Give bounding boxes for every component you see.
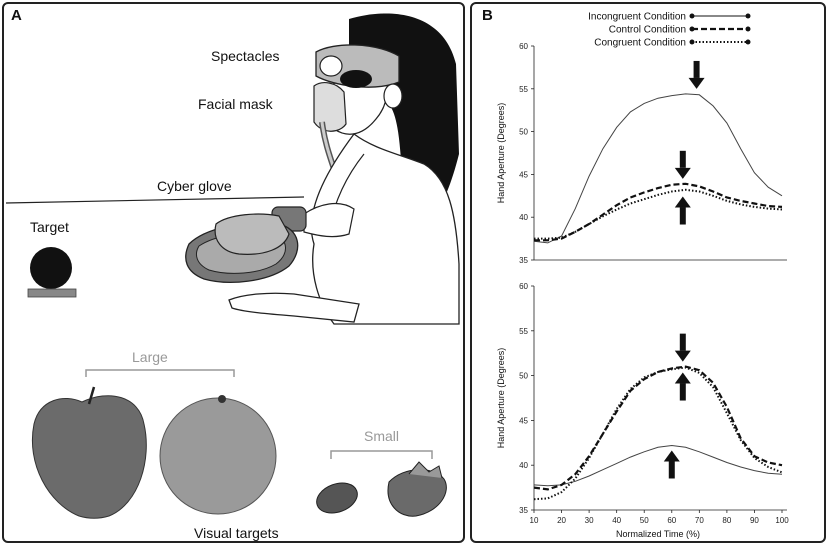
series-line-solid (533, 444, 783, 487)
y-tick-label: 55 (519, 85, 528, 94)
y-tick-label: 40 (519, 461, 528, 470)
series-line-solid (533, 93, 783, 244)
arrow-up-head (674, 372, 691, 384)
strawberry-leaves (408, 461, 443, 479)
target-ball (30, 247, 72, 289)
x-tick-label: 100 (775, 516, 789, 525)
arrow-up-shaft (679, 207, 686, 225)
cyber-glove-label: Cyber glove (157, 178, 232, 194)
panel-b-label: B (482, 7, 493, 24)
visual-targets-label: Visual targets (194, 525, 279, 541)
x-tick-label: 30 (585, 516, 594, 525)
y-tick-label: 60 (519, 42, 528, 51)
y-axis-label: Hand Aperture (Degrees) (496, 103, 506, 204)
arrow-down-head (674, 350, 691, 362)
legend-marker (745, 13, 751, 19)
small-bracket (330, 450, 433, 459)
series-line-dashed (534, 182, 783, 242)
arrow-up-head (663, 450, 680, 462)
y-tick-label: 40 (519, 213, 528, 222)
ear-shape (383, 83, 403, 109)
y-tick-label: 50 (519, 372, 528, 381)
y-tick-label: 55 (519, 327, 528, 336)
x-tick-label: 20 (557, 516, 566, 525)
aperture-chart-svg: 35 40 45 50 55 60 Hand Aperture (Degrees) Incon… (496, 12, 789, 540)
large-bracket (85, 369, 235, 377)
legend-label: Incongruent Condition (588, 12, 686, 23)
arrow-down-shaft (693, 60, 700, 78)
y-tick-label: 35 (519, 256, 528, 265)
legend-marker (689, 39, 695, 45)
arrow-up-shaft (668, 461, 675, 479)
gloved-hand (214, 213, 290, 255)
spectacles-lens (319, 55, 343, 77)
arrow-down-head (674, 167, 691, 179)
arrow-down-shaft (679, 333, 686, 351)
legend-marker (745, 26, 751, 32)
legend-label: Congruent Condition (594, 38, 686, 49)
almond-image (316, 482, 358, 514)
x-tick-label: 70 (695, 516, 704, 525)
large-label: Large (132, 349, 168, 365)
x-tick-label: 90 (750, 516, 759, 525)
facial-mask-label: Facial mask (198, 96, 273, 112)
x-tick-label: 60 (667, 516, 676, 525)
legend-label: Control Condition (609, 25, 686, 36)
orange-stem (218, 395, 226, 403)
series-line-dashed (533, 365, 783, 491)
y-tick-label: 50 (519, 128, 528, 137)
spectacles-label: Spectacles (211, 48, 280, 64)
y-axis-label: Hand Aperture (Degrees) (496, 348, 506, 449)
arrow-up-shaft (679, 383, 686, 401)
x-tick-label: 80 (722, 516, 731, 525)
legend-marker (745, 39, 751, 45)
panel-a: A (2, 2, 465, 543)
series-line-dotted (534, 188, 783, 240)
y-tick-label: 45 (519, 170, 528, 179)
resting-hand (228, 292, 360, 323)
spectacles-shape (315, 44, 400, 88)
legend-marker (689, 26, 695, 32)
panel-a-illustration (5, 13, 460, 519)
arrow-up-head (674, 196, 691, 208)
target-stand (27, 288, 77, 298)
spectacles-dark-lens (340, 70, 372, 88)
panel-a-label: A (11, 7, 22, 24)
x-axis-label: Normalized Time (%) (616, 529, 700, 539)
apple-stem (87, 386, 96, 405)
legend-marker (689, 13, 695, 19)
table-edge-line (5, 196, 305, 204)
x-tick-label: 40 (612, 516, 621, 525)
orange-image (159, 397, 277, 515)
y-tick-label: 45 (519, 416, 528, 425)
target-label: Target (30, 219, 69, 235)
panel-b: B 35 40 45 50 55 60 Hand Aperture (Degrees) Inc… (470, 2, 826, 543)
x-tick-label: 50 (640, 516, 649, 525)
y-tick-label: 35 (519, 506, 528, 515)
facial-mask-shape (313, 82, 347, 132)
arrow-down-head (688, 77, 705, 89)
x-tick-label: 10 (530, 516, 539, 525)
series-line-dotted (533, 366, 783, 501)
apple-image (32, 395, 147, 519)
y-tick-label: 60 (519, 282, 528, 291)
upper-arm-shape (303, 202, 355, 238)
small-label: Small (364, 428, 400, 444)
arrow-down-shaft (679, 150, 686, 168)
